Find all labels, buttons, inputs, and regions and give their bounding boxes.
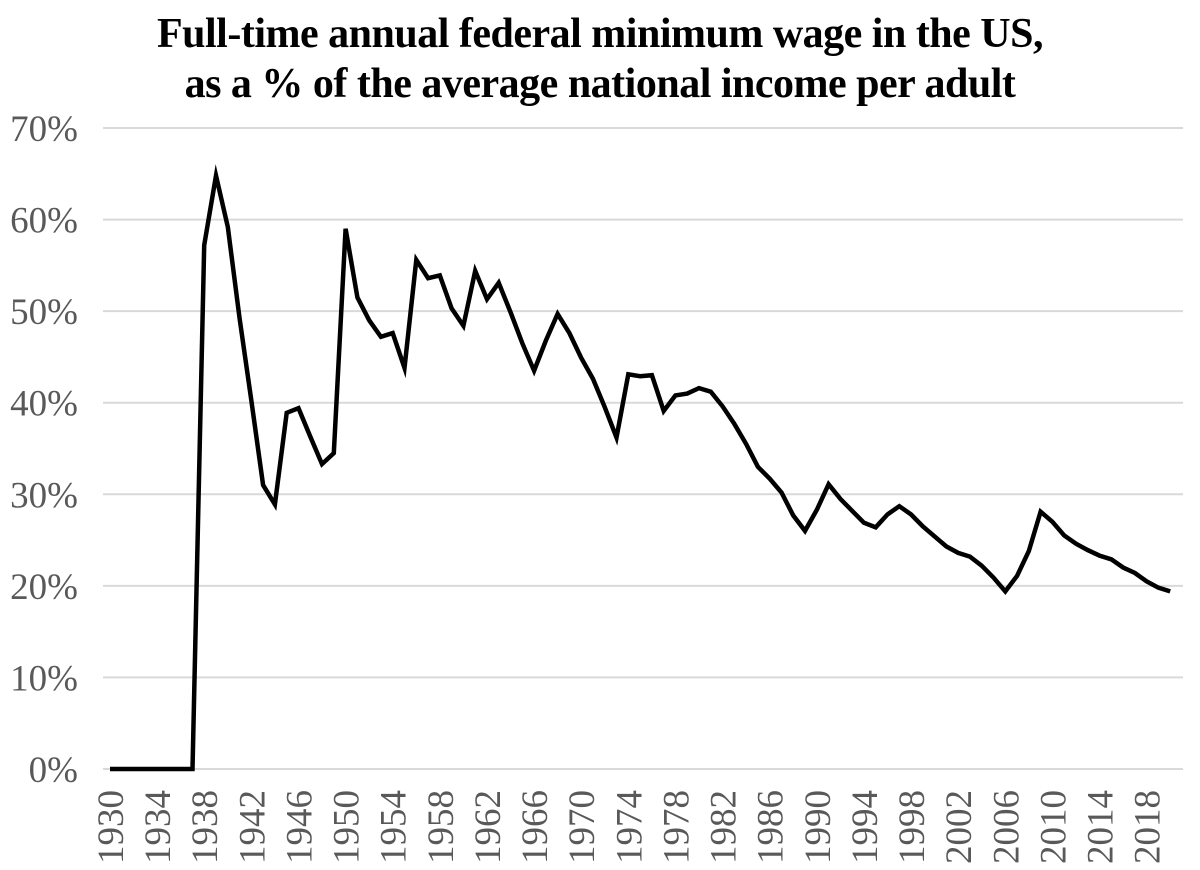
y-axis-tick-label: 20% bbox=[10, 567, 78, 608]
y-axis-tick-label: 0% bbox=[29, 750, 78, 791]
x-axis-tick-label: 1970 bbox=[562, 790, 603, 864]
x-axis-tick-label: 2010 bbox=[1033, 790, 1074, 864]
x-axis-tick-label: 1954 bbox=[374, 790, 415, 864]
x-axis-tick-label: 1974 bbox=[609, 790, 650, 864]
x-axis-tick-label: 1966 bbox=[515, 790, 556, 864]
x-axis-tick-label: 1950 bbox=[327, 790, 368, 864]
y-axis-tick-label: 30% bbox=[10, 475, 78, 516]
y-axis-tick-label: 40% bbox=[10, 384, 78, 425]
x-axis-tick-label: 1998 bbox=[892, 790, 933, 864]
x-axis-tick-label: 1994 bbox=[845, 790, 886, 864]
x-axis-tick-label: 1942 bbox=[232, 790, 273, 864]
chart-title-line2: as a % of the average national income pe… bbox=[184, 60, 1016, 107]
x-axis-tick-label: 2014 bbox=[1081, 790, 1122, 864]
y-axis-tick-label: 70% bbox=[10, 109, 78, 150]
x-axis-tick-label: 1982 bbox=[704, 790, 745, 864]
x-axis-tick-label: 1986 bbox=[751, 790, 792, 864]
x-axis-tick-label: 1962 bbox=[468, 790, 509, 864]
x-axis-tick-label: 1930 bbox=[91, 790, 132, 864]
x-axis-tick-label: 1990 bbox=[798, 790, 839, 864]
y-axis-tick-label: 60% bbox=[10, 201, 78, 242]
y-axis-tick-label: 10% bbox=[10, 658, 78, 699]
chart-title: Full-time annual federal minimum wage in… bbox=[0, 10, 1200, 109]
chart-title-line1: Full-time annual federal minimum wage in… bbox=[157, 11, 1044, 57]
x-axis-tick-label: 2018 bbox=[1128, 790, 1169, 864]
y-axis-tick-label: 50% bbox=[10, 292, 78, 333]
x-axis-tick-label: 1938 bbox=[185, 790, 226, 864]
minimum-wage-line-series bbox=[110, 164, 1171, 772]
x-axis-tick-label: 1934 bbox=[138, 790, 179, 864]
x-axis-tick-label: 1946 bbox=[280, 790, 321, 864]
x-axis-tick-label: 1958 bbox=[421, 790, 462, 864]
x-axis-tick-label: 2002 bbox=[939, 790, 980, 864]
x-axis-tick-label: 2006 bbox=[986, 790, 1027, 864]
x-axis-tick-label: 1978 bbox=[656, 790, 697, 864]
